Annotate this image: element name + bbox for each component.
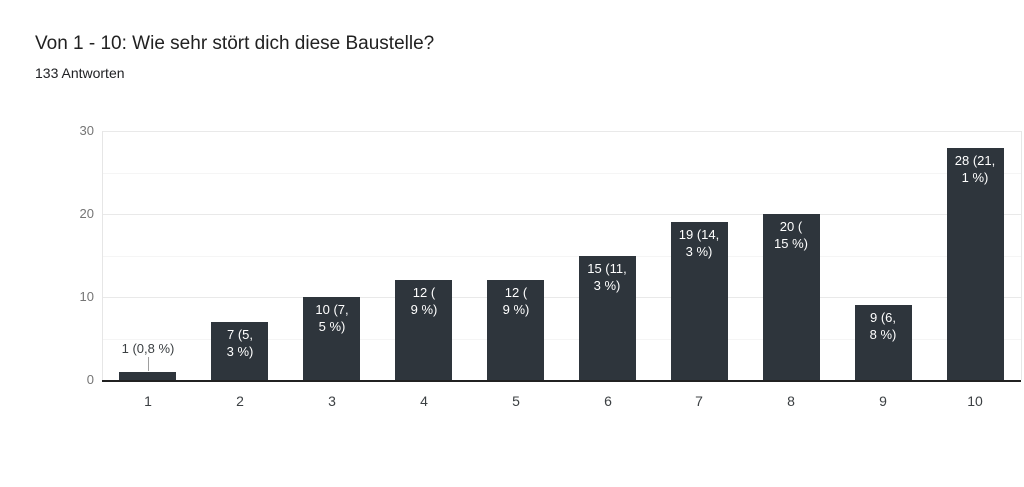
chart-title: Von 1 - 10: Wie sehr stört dich diese Ba… — [35, 33, 435, 54]
plot-border-right — [1021, 131, 1022, 380]
x-axis-baseline — [102, 380, 1021, 382]
bar-value-label: 12 (9 %) — [502, 285, 530, 317]
y-axis-tick-label: 0 — [86, 372, 94, 387]
bar-value-label: 10 (7, 5 %) — [315, 302, 349, 334]
y-axis-tick-label: 20 — [79, 206, 94, 221]
x-axis-tick-label: 2 — [236, 393, 244, 409]
bar-7[interactable] — [671, 222, 728, 380]
answer-count: 133 Antworten — [35, 65, 125, 81]
bar-5[interactable] — [487, 280, 544, 380]
bar-value-label: 1 (0,8 %) — [121, 341, 175, 356]
bar-value-label: 20 (15 %) — [774, 219, 808, 251]
x-axis-tick-label: 4 — [420, 393, 428, 409]
bar-6[interactable] — [579, 256, 636, 381]
bar-value-label: 9 (6, 8 %) — [869, 310, 897, 342]
bar-8[interactable] — [763, 214, 820, 380]
bar-4[interactable] — [395, 280, 452, 380]
x-axis-tick-label: 8 — [787, 393, 795, 409]
x-axis-tick-label: 1 — [144, 393, 152, 409]
x-axis-tick-label: 10 — [967, 393, 983, 409]
x-axis-tick-label: 9 — [879, 393, 887, 409]
bar-value-label: 19 (14, 3 %) — [678, 227, 720, 259]
gridline-minor — [102, 256, 1021, 257]
x-axis-tick-label: 6 — [604, 393, 612, 409]
bar-value-label: 12 (9 %) — [410, 285, 438, 317]
x-axis-tick-label: 3 — [328, 393, 336, 409]
gridline-minor — [102, 339, 1021, 340]
y-axis-tick-label: 10 — [79, 289, 94, 304]
gridline-major — [102, 297, 1021, 298]
bar-1[interactable] — [119, 372, 176, 380]
bar-10[interactable] — [947, 148, 1004, 380]
bar-value-label: 7 (5, 3 %) — [226, 327, 254, 359]
x-axis-tick-label: 5 — [512, 393, 520, 409]
gridline-major — [102, 214, 1021, 215]
gridline-major — [102, 131, 1021, 132]
bar-2[interactable] — [211, 322, 268, 380]
bar-3[interactable] — [303, 297, 360, 380]
annotation-leader-line — [148, 357, 149, 371]
gridline-minor — [102, 173, 1021, 174]
bar-value-label: 15 (11, 3 %) — [587, 261, 627, 293]
plot-border-left — [102, 131, 103, 380]
x-axis-tick-label: 7 — [695, 393, 703, 409]
bar-value-label: 28 (21, 1 %) — [954, 153, 996, 185]
y-axis-tick-label: 30 — [79, 123, 94, 138]
bar-9[interactable] — [855, 305, 912, 380]
